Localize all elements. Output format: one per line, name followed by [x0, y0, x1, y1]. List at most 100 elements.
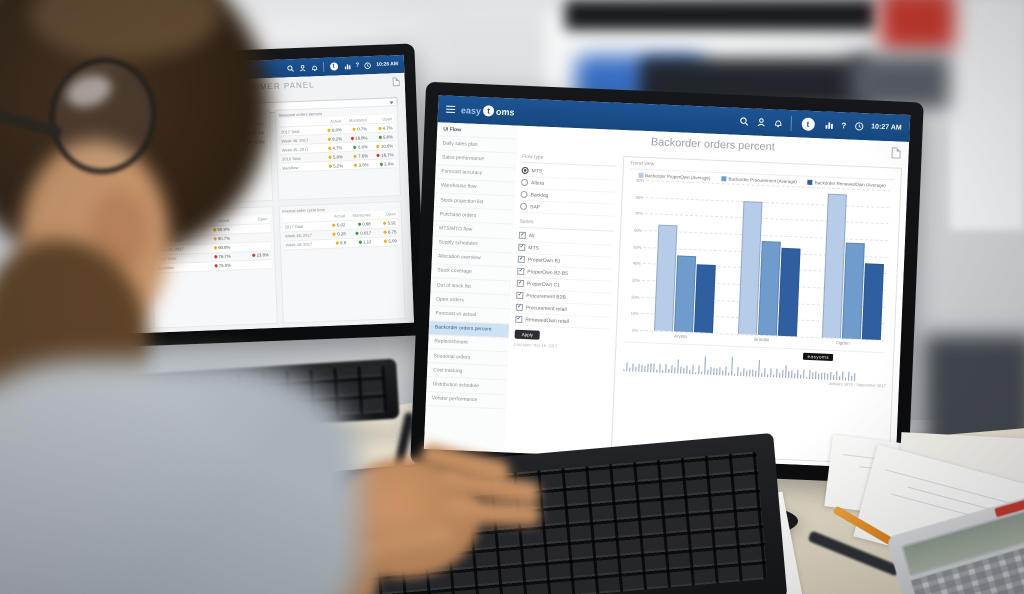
topbar-divider — [790, 116, 792, 132]
range-minibar — [800, 375, 802, 379]
export-icon[interactable] — [392, 77, 400, 87]
range-minibar — [845, 377, 847, 381]
radio-icon[interactable] — [519, 202, 528, 211]
range-minibar — [764, 368, 766, 378]
cell-value: 76.0% — [213, 263, 231, 269]
radio-icon[interactable] — [520, 178, 529, 187]
value-text: 5.09 — [388, 238, 397, 244]
range-minibar — [797, 369, 799, 379]
status-pin-icon — [375, 143, 381, 149]
chart-bar — [693, 264, 716, 333]
range-minibar — [791, 370, 793, 379]
range-minibar — [662, 370, 664, 373]
checkbox-icon[interactable]: ✓ — [515, 315, 523, 323]
user-icon[interactable] — [299, 64, 306, 71]
reports-icon[interactable] — [824, 120, 833, 129]
value-text: 9.2% — [332, 135, 343, 142]
checkbox-label: ProperOwn C1 — [526, 280, 561, 289]
brand-badge-icon[interactable]: t — [801, 117, 815, 132]
chevron-down-icon — [389, 100, 394, 104]
value-text: 10.8% — [380, 142, 394, 149]
value-text: 9.8 — [339, 240, 347, 246]
checkbox-icon[interactable]: ✓ — [515, 303, 523, 311]
clock-icon[interactable] — [364, 62, 371, 69]
row-label: Week 45, 2017 — [283, 239, 323, 251]
checkbox-icon[interactable]: ✓ — [516, 279, 524, 288]
value-text: 5.02 — [336, 222, 346, 228]
brand-badge-icon[interactable]: t — [329, 62, 338, 71]
cell-value: 5.8% — [327, 153, 343, 160]
range-minibar — [707, 369, 709, 375]
search-icon[interactable] — [739, 117, 748, 126]
range-minibar — [818, 373, 820, 380]
range-minibar — [827, 373, 829, 380]
range-minibar — [638, 364, 640, 372]
y-tick-label: 70% — [634, 210, 643, 217]
cell-value: 5.2% — [328, 162, 344, 169]
range-minibar — [740, 371, 742, 377]
help-icon[interactable]: ? — [841, 121, 847, 131]
menu-icon[interactable] — [445, 104, 456, 115]
help-icon[interactable]: ? — [355, 62, 360, 69]
radio-label: SAP — [529, 203, 541, 211]
bell-icon[interactable] — [311, 64, 318, 71]
range-minibar — [683, 368, 685, 374]
cell-value: 5.91 — [382, 221, 396, 226]
cell-value: 76.7% — [213, 254, 231, 260]
cell-value: 90.7% — [212, 236, 231, 242]
range-minibar — [803, 369, 805, 379]
cell-value: 4.7% — [327, 145, 342, 151]
value-text: 1.12 — [362, 239, 372, 245]
user-icon[interactable] — [756, 118, 765, 127]
sidebar-item[interactable]: Vendor performance — [425, 391, 507, 410]
reports-icon[interactable] — [344, 62, 351, 69]
checkbox-icon[interactable]: ✓ — [518, 231, 527, 240]
value-text: 6.75 — [388, 229, 397, 235]
checkbox-label: Procurement retail — [525, 304, 567, 313]
range-minibar — [698, 365, 700, 375]
value-text: 5.8% — [332, 153, 343, 160]
topbar-divider — [322, 61, 324, 72]
range-minibar — [704, 356, 706, 375]
range-minibar — [635, 366, 637, 372]
export-icon[interactable] — [891, 147, 901, 159]
brand-easy: easy — [460, 104, 482, 116]
status-pin-icon — [264, 262, 268, 266]
range-minibar — [776, 368, 778, 378]
clock-time: 10:27 AM — [871, 123, 902, 132]
checkbox-option[interactable]: ✓ RenewedOwn retail — [515, 313, 611, 330]
cell-value: 10.8% — [375, 142, 394, 149]
y-tick-label: 90% — [636, 177, 645, 183]
range-minibar — [839, 376, 841, 381]
checkbox-label: ProperOwn B1 — [527, 256, 561, 265]
range-minibar — [794, 373, 796, 379]
y-tick-label: 60% — [634, 227, 643, 233]
bell-icon[interactable] — [773, 118, 782, 128]
search-icon[interactable] — [286, 64, 294, 72]
radio-icon[interactable] — [521, 166, 529, 175]
checkbox-icon[interactable]: ✓ — [517, 255, 526, 264]
row-label: Backflow — [280, 162, 320, 173]
range-minibar — [746, 370, 748, 377]
chart-gridline — [644, 213, 889, 225]
range-minibar — [761, 372, 763, 378]
chart-bar — [861, 263, 884, 340]
checkbox-icon[interactable]: ✓ — [518, 243, 526, 252]
range-minibar — [671, 365, 673, 374]
clock-icon[interactable] — [854, 122, 863, 131]
range-minibar — [674, 367, 676, 374]
clock-time: 10:26 AM — [376, 61, 399, 68]
checkbox-icon[interactable]: ✓ — [517, 267, 525, 276]
value-text: 90.7% — [217, 236, 231, 242]
status-pin-icon — [213, 245, 218, 251]
range-minibar — [728, 372, 730, 376]
range-minibar — [773, 374, 775, 378]
brand-oms: oms — [495, 106, 515, 117]
apply-button[interactable]: Apply — [514, 329, 541, 340]
value-text: 5.2% — [333, 162, 344, 169]
range-minibar — [785, 365, 787, 379]
filter-panel: Flow type MTS Altera Backlog SAP Series ✓ Al… — [510, 151, 618, 453]
radio-option[interactable]: SAP — [519, 200, 616, 217]
radio-icon[interactable] — [520, 190, 528, 199]
checkbox-icon[interactable]: ✓ — [516, 291, 524, 299]
